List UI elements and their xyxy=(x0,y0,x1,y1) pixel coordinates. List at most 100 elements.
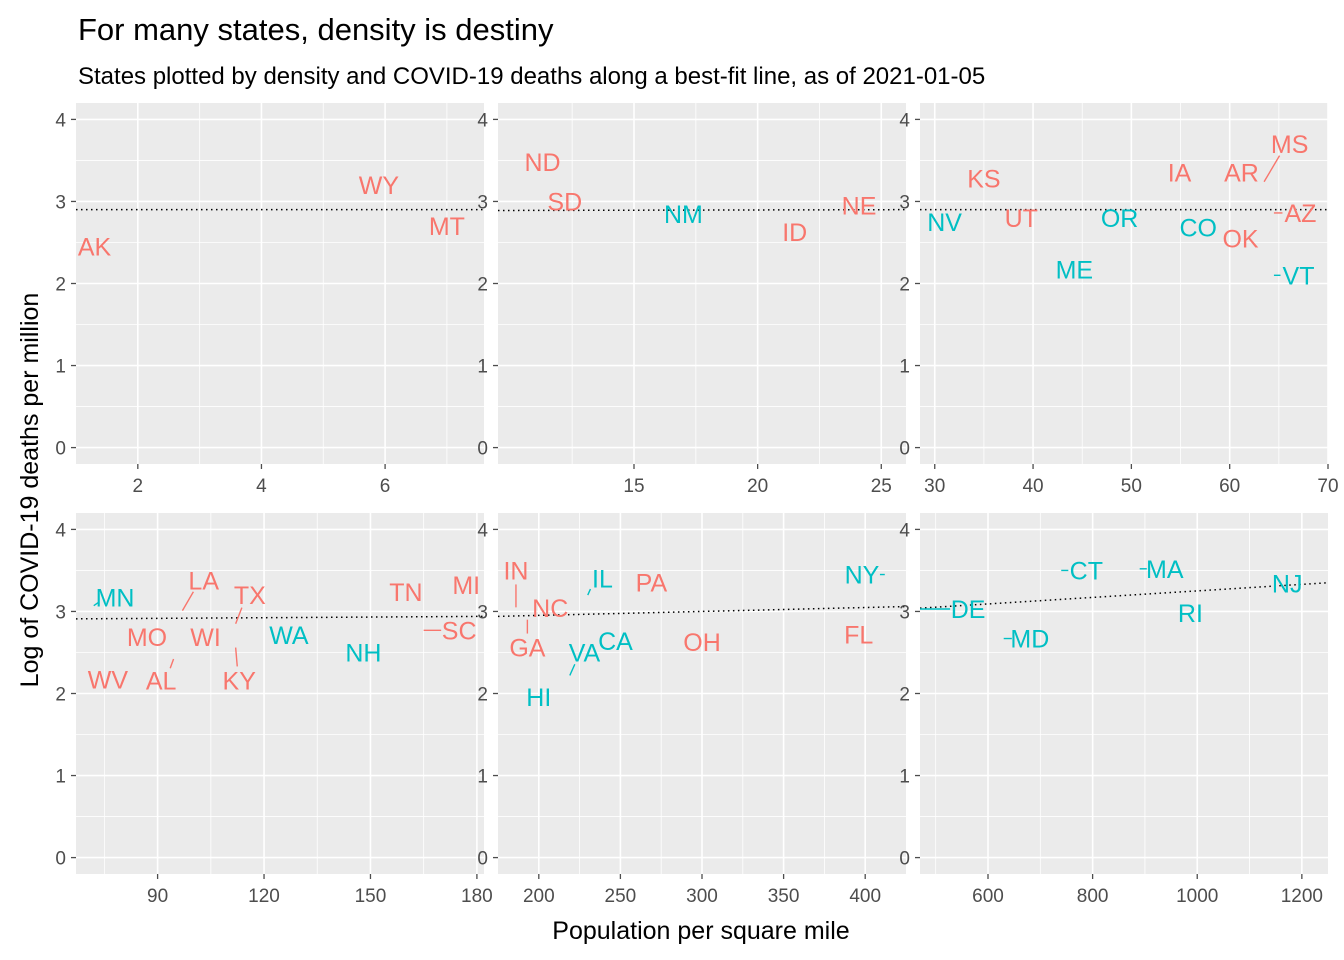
state-label-al: AL xyxy=(146,667,177,695)
label-connector xyxy=(587,588,592,596)
x-tick-label: 180 xyxy=(461,886,493,907)
x-tick-label: 50 xyxy=(1121,476,1142,497)
x-tick-label: 4 xyxy=(256,476,267,497)
state-label-tx: TX xyxy=(234,582,266,610)
x-tick-label: 120 xyxy=(248,886,280,907)
y-tick-label: 1 xyxy=(55,767,66,788)
x-tick-label: 60 xyxy=(1219,476,1240,497)
y-tick-label: 1 xyxy=(899,767,910,788)
state-label-ms: MS xyxy=(1271,131,1309,159)
x-tick-label: 150 xyxy=(355,886,387,907)
state-label-md: MD xyxy=(1010,626,1049,654)
state-label-or: OR xyxy=(1101,205,1139,233)
state-label-hi: HI xyxy=(526,684,551,712)
best-fit-line xyxy=(920,581,1328,609)
x-tick-label: 15 xyxy=(623,476,644,497)
y-tick-label: 3 xyxy=(899,192,910,213)
state-label-pa: PA xyxy=(636,570,668,598)
state-label-nc: NC xyxy=(532,595,568,623)
y-tick-label: 1 xyxy=(477,357,488,378)
y-tick-label: 2 xyxy=(55,685,66,706)
state-label-ks: KS xyxy=(967,165,1000,193)
y-tick-label: 1 xyxy=(477,767,488,788)
y-tick-label: 3 xyxy=(55,192,66,213)
y-tick-label: 0 xyxy=(477,439,488,460)
label-connector xyxy=(234,647,238,667)
y-tick-label: 0 xyxy=(477,849,488,870)
y-tick-label: 0 xyxy=(55,439,66,460)
y-tick-label: 4 xyxy=(477,520,488,541)
x-tick-label: 90 xyxy=(147,886,168,907)
state-label-az: AZ xyxy=(1284,200,1316,228)
chart-subtitle: States plotted by density and COVID-19 d… xyxy=(78,63,985,90)
y-tick-label: 3 xyxy=(477,192,488,213)
panel-content: ND SD NM ID NE xyxy=(498,149,906,247)
label-connector xyxy=(169,658,175,669)
panel-content: MN MO WV LA AL WI TX KY WA NH TN MI SC xyxy=(76,567,484,695)
x-axis-title: Population per square mile xyxy=(552,917,849,945)
state-label-wa: WA xyxy=(269,622,309,650)
state-label-mt: MT xyxy=(429,213,465,241)
state-label-in: IN xyxy=(503,557,528,585)
x-tick-label: 250 xyxy=(605,886,637,907)
state-label-nm: NM xyxy=(664,201,703,229)
label-connector xyxy=(181,591,194,611)
label-connector xyxy=(93,601,99,607)
state-label-la: LA xyxy=(188,567,219,595)
state-label-tn: TN xyxy=(389,579,422,607)
state-label-ma: MA xyxy=(1146,556,1184,584)
x-tick-label: 2 xyxy=(133,476,144,497)
state-label-mn: MN xyxy=(96,585,135,613)
label-connector xyxy=(1263,155,1281,183)
state-label-ne: NE xyxy=(842,193,877,221)
state-label-ri: RI xyxy=(1178,600,1203,628)
x-tick-label: 600 xyxy=(972,886,1004,907)
y-axis-title: Log of COVID-19 deaths per million xyxy=(16,293,44,688)
y-tick-label: 1 xyxy=(899,357,910,378)
state-label-me: ME xyxy=(1056,257,1094,285)
facet-panel: 0 1 2 3 4 2 4 6 AK WY MT xyxy=(55,103,484,497)
x-tick-label: 200 xyxy=(523,886,555,907)
state-label-oh: OH xyxy=(683,629,721,657)
state-label-de: DE xyxy=(951,596,986,624)
state-label-nj: NJ xyxy=(1272,571,1303,599)
state-label-ny: NY xyxy=(845,562,880,590)
state-label-ga: GA xyxy=(509,635,545,663)
state-label-mo: MO xyxy=(127,624,167,652)
state-label-va: VA xyxy=(569,639,601,667)
y-tick-label: 2 xyxy=(899,685,910,706)
x-tick-label: 40 xyxy=(1022,476,1043,497)
x-tick-label: 1200 xyxy=(1281,886,1323,907)
facet-panel: 0 1 2 3 4 15 20 25 ND SD NM ID NE xyxy=(477,103,906,497)
panel-content: DE MD CT MA RI NJ xyxy=(920,556,1328,654)
y-tick-label: 4 xyxy=(477,110,488,131)
state-label-ak: AK xyxy=(78,234,112,262)
x-tick-label: 6 xyxy=(380,476,391,497)
x-tick-label: 400 xyxy=(849,886,881,907)
state-label-nd: ND xyxy=(524,149,560,177)
x-tick-label: 350 xyxy=(768,886,800,907)
x-tick-label: 800 xyxy=(1077,886,1109,907)
y-tick-label: 4 xyxy=(55,520,66,541)
state-label-sc: SC xyxy=(442,617,477,645)
y-tick-label: 0 xyxy=(899,439,910,460)
facet-panel: 0 1 2 3 4 600 800 1000 1200 DE MD CT MA RI NJ xyxy=(899,513,1328,907)
state-label-ar: AR xyxy=(1224,160,1259,188)
y-tick-label: 4 xyxy=(55,110,66,131)
state-label-wi: WI xyxy=(190,624,221,652)
label-connector xyxy=(234,607,243,625)
x-tick-label: 20 xyxy=(747,476,768,497)
y-tick-label: 2 xyxy=(55,275,66,296)
y-tick-label: 4 xyxy=(899,520,910,541)
best-fit-line xyxy=(76,615,484,620)
state-label-ia: IA xyxy=(1168,160,1192,188)
state-label-id: ID xyxy=(782,219,807,247)
y-tick-label: 1 xyxy=(55,357,66,378)
